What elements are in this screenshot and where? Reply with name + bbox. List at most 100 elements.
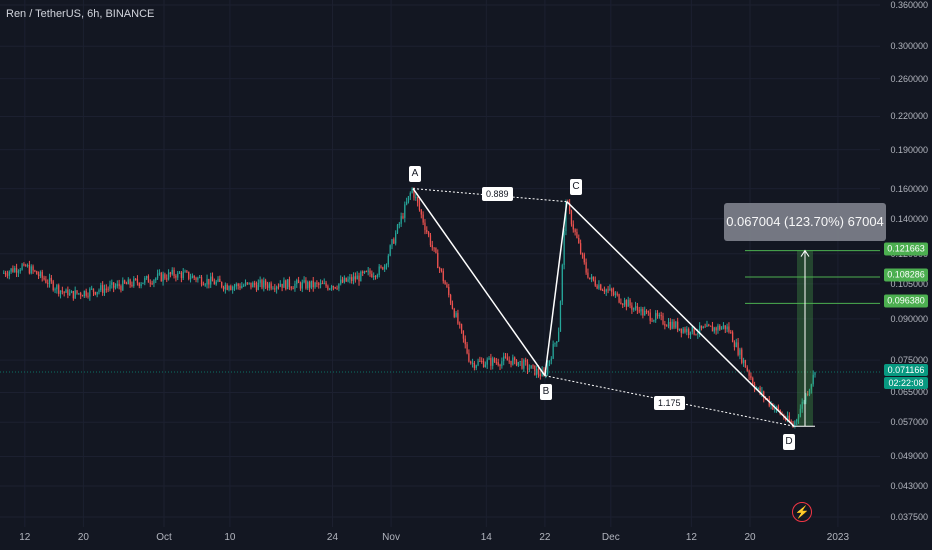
time-tick-label: 10 [224, 532, 236, 543]
candle-body [605, 289, 607, 292]
candle-body [266, 285, 269, 288]
candle-body [369, 270, 371, 274]
candle-body [598, 284, 600, 289]
candle-body [144, 278, 146, 283]
ratio-label-bd[interactable]: 1.175 [654, 396, 685, 410]
pattern-point-a[interactable]: A [409, 166, 421, 182]
ratio-label-ac[interactable]: 0.889 [482, 187, 513, 201]
candle-body [259, 280, 261, 283]
candle-body [521, 361, 523, 369]
candle-body [314, 282, 316, 288]
candle-body [358, 275, 360, 282]
candle-body [114, 286, 117, 288]
candle-body [702, 326, 704, 329]
candle-body [468, 353, 470, 362]
time-tick-label: 2023 [826, 532, 850, 543]
candle-body [719, 325, 721, 330]
candle-body [303, 280, 305, 283]
candle-body [202, 284, 205, 286]
candle-body [263, 280, 265, 288]
candle-body [118, 283, 120, 287]
candle-body [155, 278, 157, 281]
candle-body [477, 361, 479, 366]
target-price-tag-2: 0.108286 [884, 268, 928, 282]
candle-body [644, 310, 646, 316]
candle-body [698, 325, 701, 333]
candle-body [308, 282, 311, 288]
candle-body [323, 282, 325, 284]
candle-body [19, 269, 21, 272]
candle-body [772, 403, 774, 410]
candle-body [618, 294, 620, 303]
candle-body [195, 277, 197, 280]
candle-body [52, 281, 54, 290]
flash-icon[interactable]: ⚡ [792, 502, 812, 522]
pattern-leg [412, 188, 546, 377]
candle-body [41, 271, 43, 278]
candles [3, 187, 816, 429]
candle-body [349, 277, 351, 280]
candle-body [382, 267, 384, 270]
candle-body [246, 282, 248, 284]
time-axis[interactable]: 12 20 Oct 10 24 Nov 14 22 Dec 12 20 2023 [0, 527, 880, 550]
candle-body [508, 360, 510, 362]
candle-body [186, 271, 188, 273]
candle-body [750, 375, 752, 379]
candle-body [222, 286, 225, 290]
candle-body [481, 361, 483, 363]
candle-body [731, 332, 734, 343]
price-axis[interactable]: 0.360000 0.300000 0.260000 0.220000 0.190000… [880, 0, 932, 527]
candle-body [691, 326, 693, 332]
candle-body [367, 270, 369, 272]
candle-body [213, 281, 216, 285]
candle-body [728, 326, 730, 332]
candle-body [697, 332, 699, 335]
candle-body [224, 284, 226, 290]
candle-body [270, 283, 272, 289]
candle-body [67, 289, 69, 295]
candle-body [625, 300, 628, 307]
candle-body [499, 364, 501, 367]
candle-body [675, 321, 677, 328]
candlestick-chart[interactable] [0, 0, 880, 527]
candle-body [396, 224, 399, 234]
candle-body [123, 280, 126, 284]
candle-body [188, 271, 190, 279]
candle-body [277, 286, 280, 288]
pattern-point-b[interactable]: B [540, 384, 552, 400]
candle-body [288, 279, 291, 288]
candle-body [228, 286, 230, 290]
price-tick-label: 0.140000 [890, 213, 928, 224]
candle-body [572, 224, 574, 230]
pattern-point-c[interactable]: C [570, 179, 582, 195]
candle-body [653, 320, 655, 322]
candle-body [182, 272, 184, 278]
candle-body [438, 268, 441, 270]
price-range-label[interactable]: 0.067004 (123.70%) 67004 [724, 203, 886, 241]
candle-body [85, 290, 87, 296]
candle-body [627, 299, 629, 307]
candle-body [633, 307, 635, 310]
candle-body [547, 364, 549, 374]
candle-body [221, 281, 223, 287]
candle-body [43, 277, 45, 280]
candle-body [774, 408, 776, 410]
candle-body [684, 328, 686, 333]
candle-body [400, 216, 402, 224]
pattern-point-d[interactable]: D [783, 434, 795, 450]
candle-body [199, 277, 201, 279]
candle-body [666, 325, 668, 327]
candle-body [565, 201, 567, 232]
symbol-title[interactable]: Ren / TetherUS, 6h, BINANCE [6, 8, 155, 20]
candle-body [601, 290, 604, 292]
candle-body [254, 282, 256, 286]
price-tick-label: 0.160000 [890, 183, 928, 194]
time-tick-label: 12 [685, 532, 697, 543]
candle-body [72, 290, 74, 299]
candle-body [709, 325, 712, 327]
candle-body [156, 273, 159, 279]
price-tick-label: 0.090000 [890, 313, 928, 324]
candle-body [611, 288, 613, 292]
abcd-pattern [412, 188, 795, 427]
candle-body [715, 327, 717, 331]
